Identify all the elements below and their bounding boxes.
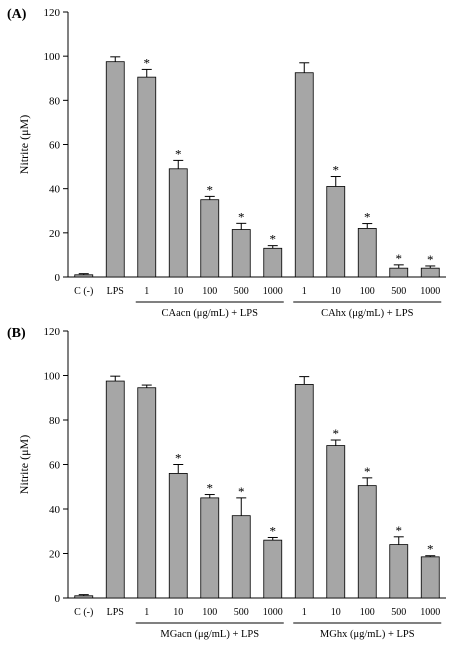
x-tick-label: 100 bbox=[360, 607, 375, 618]
bar bbox=[357, 485, 377, 599]
bar bbox=[326, 186, 346, 278]
bar bbox=[168, 168, 188, 278]
y-tick-label: 60 bbox=[49, 140, 61, 152]
y-tick-label: 100 bbox=[44, 51, 61, 63]
bar bbox=[200, 497, 220, 599]
significance-marker: * bbox=[207, 182, 214, 197]
bar bbox=[105, 380, 125, 599]
significance-marker: * bbox=[396, 251, 403, 266]
bar bbox=[294, 72, 314, 278]
x-tick-label: 500 bbox=[391, 607, 406, 618]
significance-marker: * bbox=[175, 146, 182, 161]
bar bbox=[168, 472, 188, 599]
bar bbox=[137, 76, 157, 278]
y-tick-label: 80 bbox=[49, 415, 61, 427]
group-label: MGacn (μg/mL) + LPS bbox=[160, 629, 259, 640]
x-tick-label: 1 bbox=[302, 607, 307, 618]
y-tick-label: 0 bbox=[55, 272, 61, 284]
bar bbox=[420, 556, 440, 599]
bar bbox=[263, 247, 283, 278]
significance-marker: * bbox=[427, 252, 434, 267]
panel-label: (B) bbox=[7, 326, 26, 341]
x-tick-label: 10 bbox=[331, 607, 341, 618]
group-label: MGhx (μg/mL) + LPS bbox=[320, 629, 415, 640]
bar bbox=[105, 61, 125, 278]
panel-a: (A) 0 20 40 60 80 100 120 Nitrite (μM) C (-) LPS * 1… bbox=[7, 7, 446, 319]
x-tick-label: 500 bbox=[391, 286, 406, 297]
x-tick-label: 1 bbox=[302, 286, 307, 297]
bar bbox=[231, 229, 251, 278]
panel-label: (A) bbox=[7, 7, 27, 22]
x-tick-label: 1 bbox=[144, 286, 149, 297]
significance-marker: * bbox=[207, 481, 214, 496]
group-label: CAacn (μg/mL) + LPS bbox=[162, 308, 259, 319]
y-tick-label: 20 bbox=[49, 228, 61, 240]
x-tick-label: 500 bbox=[234, 607, 249, 618]
x-tick-label: LPS bbox=[107, 286, 124, 297]
x-tick-label: 10 bbox=[173, 607, 183, 618]
significance-marker: * bbox=[333, 163, 340, 178]
y-tick-label: 40 bbox=[49, 184, 61, 196]
significance-marker: * bbox=[333, 426, 340, 441]
significance-marker: * bbox=[427, 542, 434, 557]
significance-marker: * bbox=[270, 232, 277, 247]
x-tick-label: 1000 bbox=[420, 286, 440, 297]
bar bbox=[389, 267, 409, 278]
x-tick-label: C (-) bbox=[74, 286, 93, 297]
bar bbox=[420, 267, 440, 278]
bar bbox=[200, 199, 220, 278]
x-tick-label: 1000 bbox=[420, 607, 440, 618]
x-tick-label: C (-) bbox=[74, 607, 93, 618]
y-tick-label: 0 bbox=[55, 593, 61, 605]
y-tick-label: 100 bbox=[44, 371, 61, 383]
significance-marker: * bbox=[364, 210, 371, 225]
x-tick-label: 1000 bbox=[263, 607, 283, 618]
x-tick-label: 10 bbox=[173, 286, 183, 297]
significance-marker: * bbox=[175, 451, 182, 466]
bar bbox=[74, 274, 94, 278]
y-tick-label: 20 bbox=[49, 549, 61, 561]
bar bbox=[74, 595, 94, 599]
x-tick-label: 1 bbox=[144, 607, 149, 618]
bar bbox=[231, 515, 251, 599]
x-tick-label: LPS bbox=[107, 607, 124, 618]
y-tick-label: 60 bbox=[49, 460, 61, 472]
significance-marker: * bbox=[238, 209, 245, 224]
bar bbox=[357, 228, 377, 278]
x-tick-label: 100 bbox=[202, 607, 217, 618]
group-label: CAhx (μg/mL) + LPS bbox=[321, 308, 414, 319]
x-tick-label: 1000 bbox=[263, 286, 283, 297]
x-tick-label: 500 bbox=[234, 286, 249, 297]
y-tick-label: 40 bbox=[49, 504, 61, 516]
y-tick-label: 80 bbox=[49, 95, 61, 107]
significance-marker: * bbox=[396, 523, 403, 538]
significance-marker: * bbox=[364, 464, 371, 479]
y-tick-label: 120 bbox=[44, 7, 61, 19]
y-axis-title: Nitrite (μM) bbox=[17, 435, 31, 494]
y-axis-title: Nitrite (μM) bbox=[17, 115, 31, 174]
x-tick-label: 100 bbox=[202, 286, 217, 297]
bar bbox=[389, 544, 409, 599]
significance-marker: * bbox=[270, 523, 277, 538]
bar bbox=[137, 387, 157, 599]
x-tick-label: 100 bbox=[360, 286, 375, 297]
significance-marker: * bbox=[238, 484, 245, 499]
bar bbox=[263, 539, 283, 599]
bar bbox=[326, 445, 346, 599]
x-tick-label: 10 bbox=[331, 286, 341, 297]
bar bbox=[294, 383, 314, 599]
y-tick-label: 120 bbox=[44, 326, 61, 338]
significance-marker: * bbox=[144, 55, 151, 70]
panel-b: (B) 0 20 40 60 80 100 120 Nitrite (μM) C (-) LPS 1 *… bbox=[7, 326, 446, 640]
